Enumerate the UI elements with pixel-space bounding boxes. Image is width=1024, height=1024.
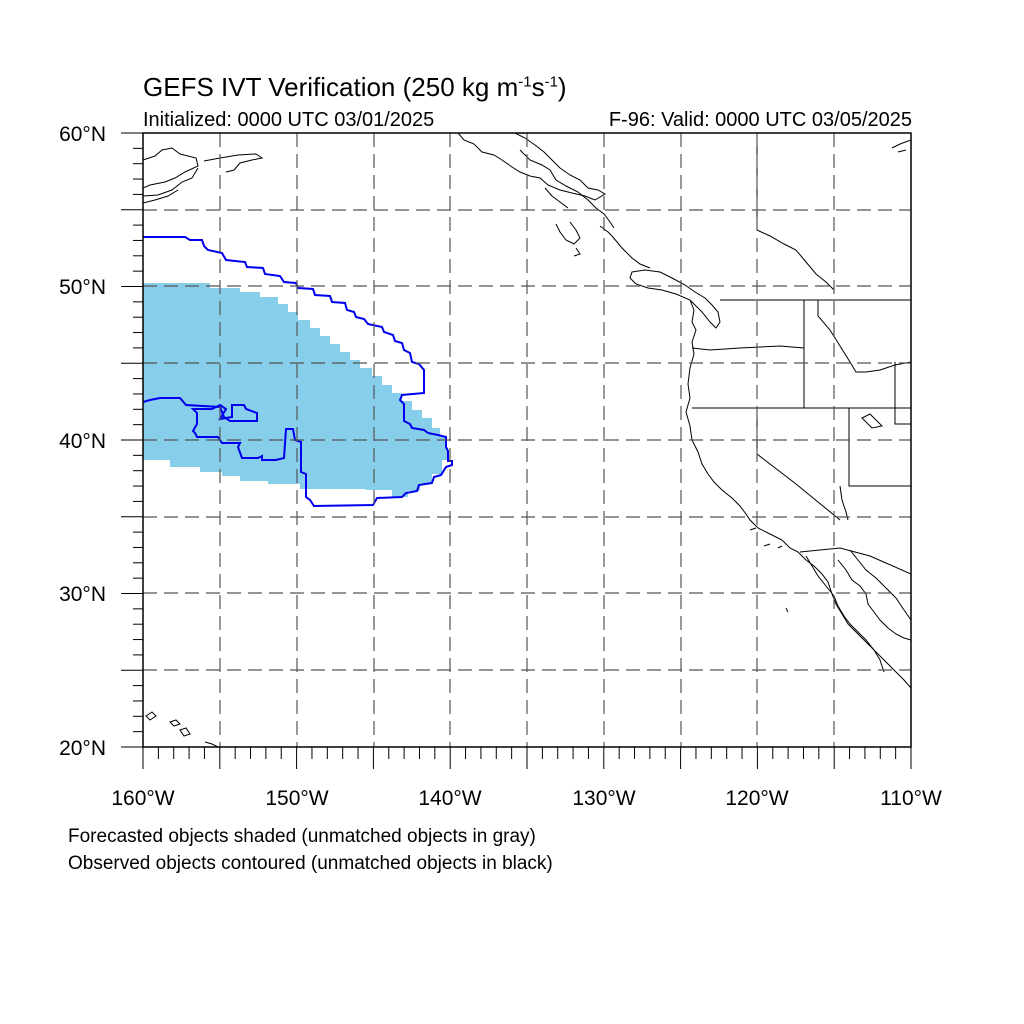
- lon-label: 130°W: [572, 787, 635, 810]
- coastline-british-columbia: [611, 235, 721, 329]
- coastline-alaska: [143, 133, 606, 204]
- init-time-label: Initialized: 0000 UTC 03/01/2025: [143, 109, 435, 131]
- lat-label: 20°N: [59, 737, 106, 760]
- lon-label: 120°W: [725, 787, 788, 810]
- map-title: GEFS IVT Verification (250 kg m-1s-1): [143, 72, 567, 102]
- valid-time-label: F-96: Valid: 0000 UTC 03/05/2025: [608, 109, 912, 131]
- lat-label: 40°N: [59, 430, 106, 453]
- lat-axis-labels: 60°N 50°N 40°N 30°N 20°N: [59, 123, 106, 760]
- lat-label: 30°N: [59, 583, 106, 606]
- islands: [145, 139, 911, 747]
- coastline-us-west: [685, 299, 911, 689]
- coastline-alaska-panhandle: [519, 149, 615, 257]
- forecast-caption: Forecasted objects shaded (unmatched obj…: [68, 826, 536, 847]
- observed-caption: Observed objects contoured (unmatched ob…: [68, 853, 553, 874]
- gridlines: [143, 133, 911, 747]
- lon-axis-labels: 160°W 150°W 140°W 130°W 120°W 110°W: [111, 787, 942, 810]
- lat-label: 50°N: [59, 276, 106, 299]
- political-borders: [691, 133, 911, 575]
- lon-label: 150°W: [265, 787, 328, 810]
- lon-label: 160°W: [111, 787, 174, 810]
- observed-object-contour: [143, 236, 453, 508]
- lon-label: 110°W: [880, 787, 942, 810]
- axis-ticks: [121, 132, 912, 769]
- lon-label: 140°W: [418, 787, 481, 810]
- lat-label: 60°N: [59, 123, 106, 146]
- coastline-baja: [805, 555, 911, 673]
- forecast-object-shading: [143, 283, 447, 497]
- coastline-mexico: [849, 549, 911, 621]
